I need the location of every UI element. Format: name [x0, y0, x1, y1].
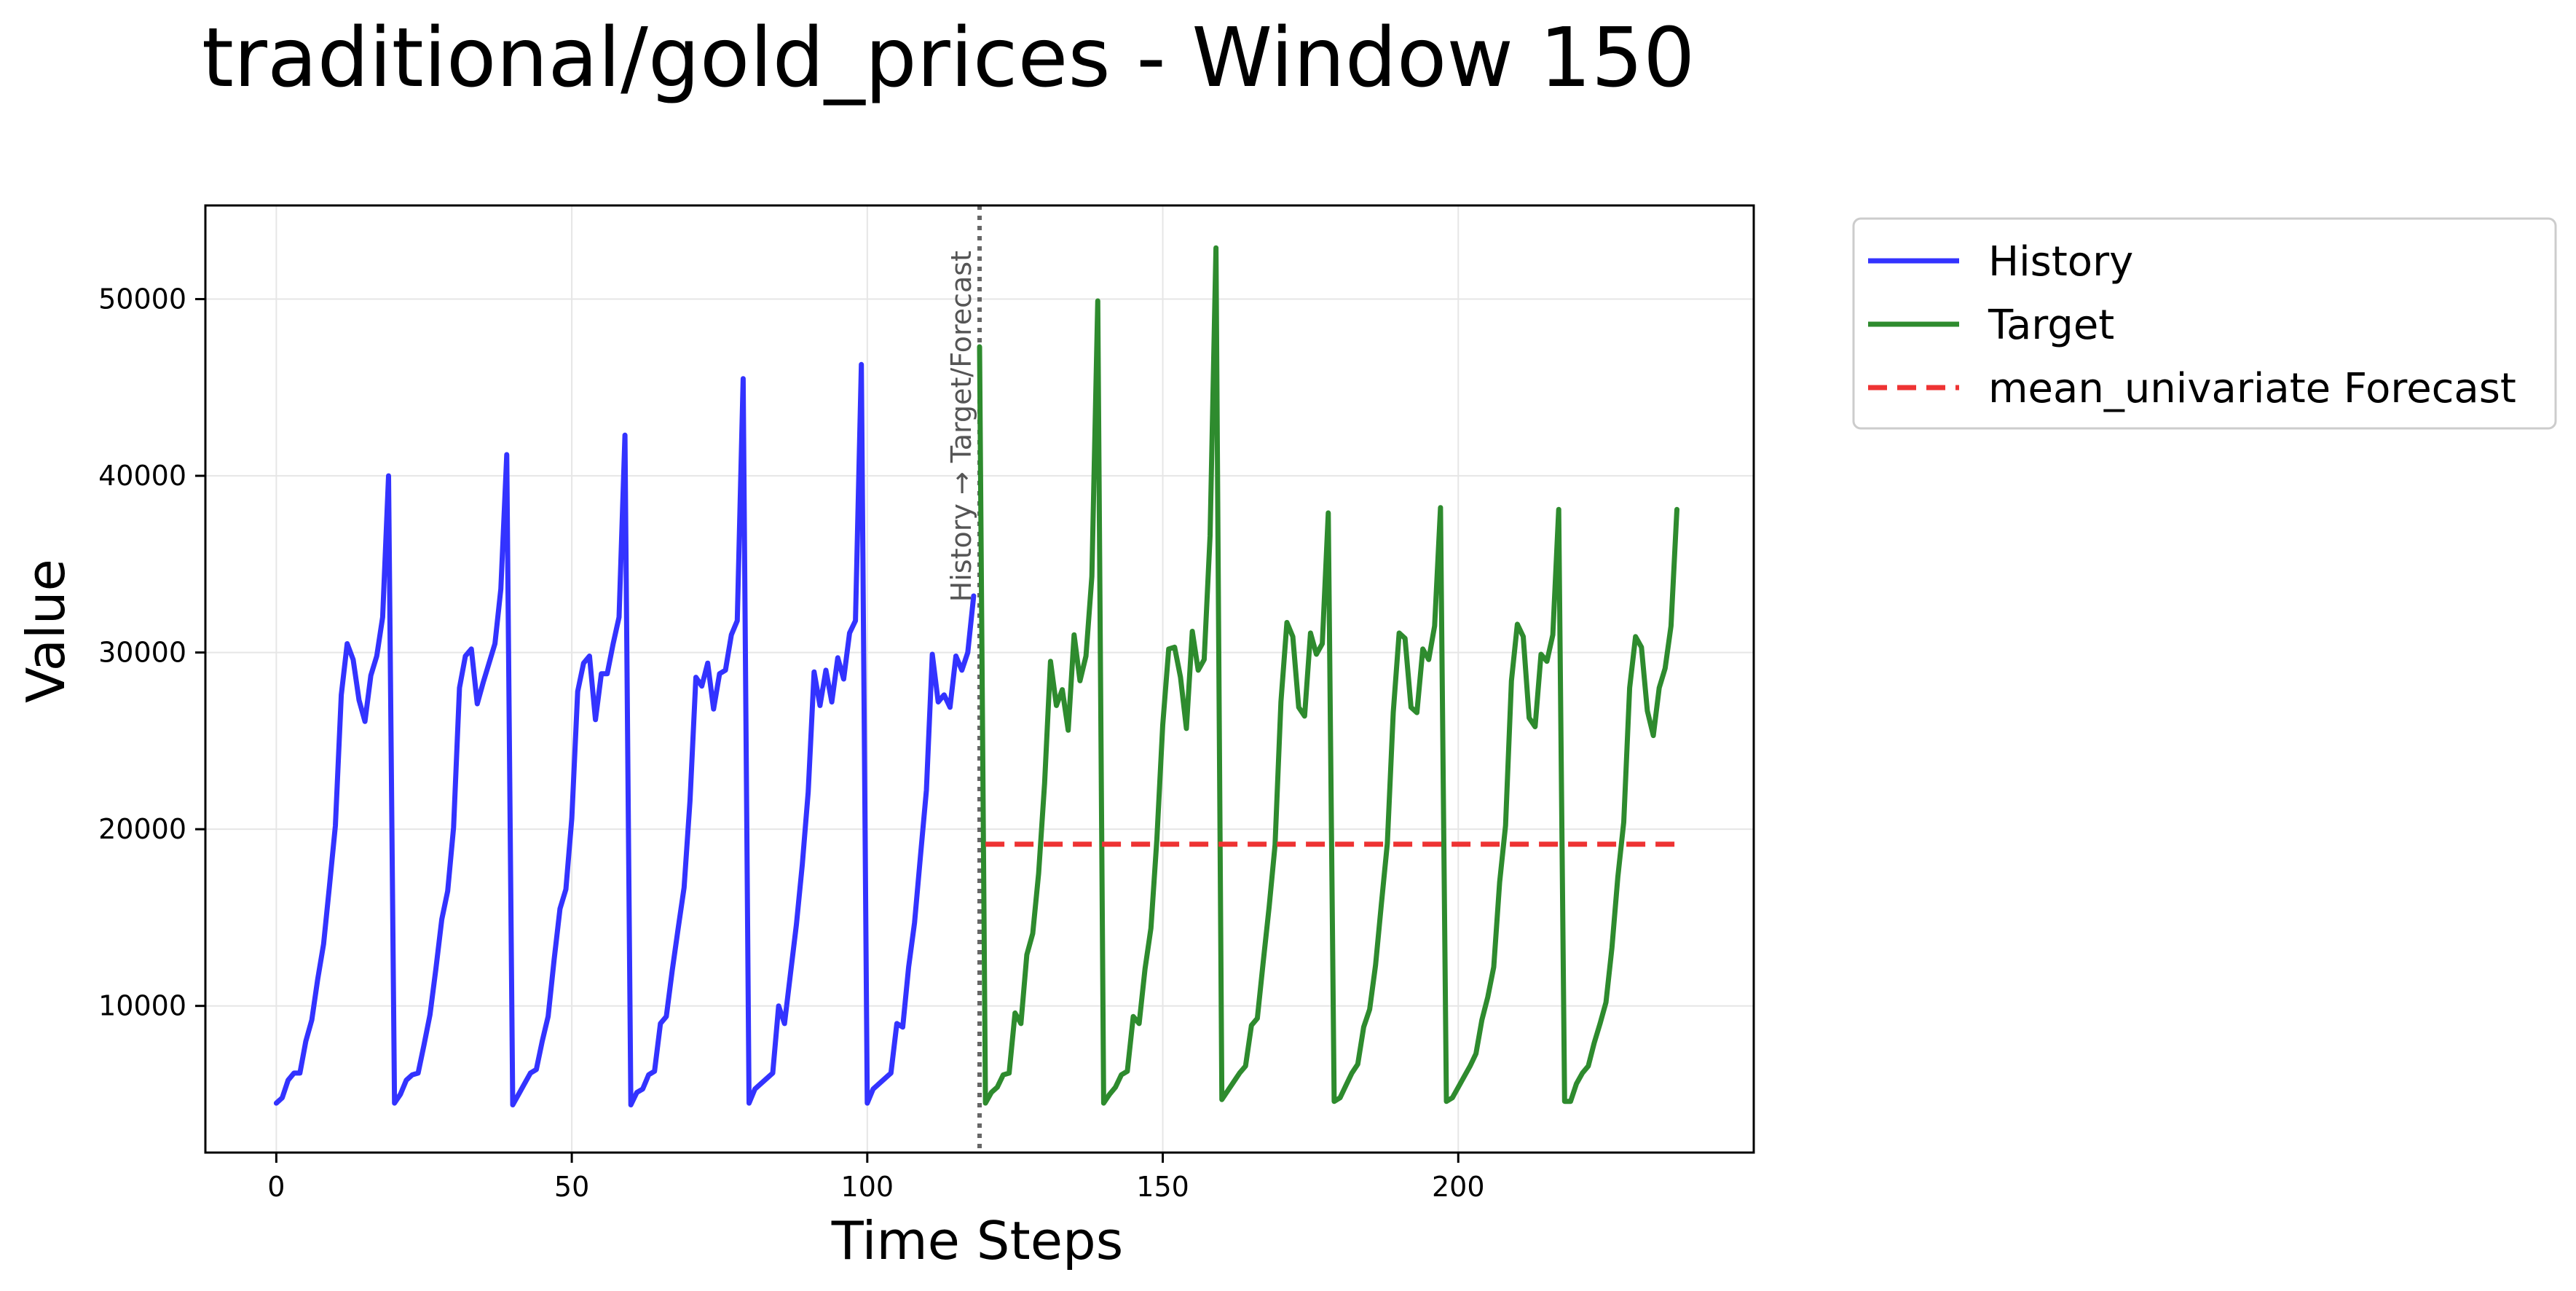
y-tick-label: 40000: [98, 460, 186, 492]
legend-label: Target: [1988, 302, 2114, 349]
series-line-target: [977, 245, 1679, 1106]
y-tick-label: 20000: [98, 813, 186, 845]
series-layer: [273, 245, 1679, 1107]
x-tick-label: 50: [554, 1171, 589, 1203]
legend-label: mean_univariate Forecast: [1988, 365, 2516, 412]
x-tick-label: 0: [267, 1171, 285, 1203]
x-tick-label: 150: [1136, 1171, 1189, 1203]
chart-title: traditional/gold_prices - Window 150: [202, 11, 1695, 106]
legend-label: History: [1988, 238, 2133, 286]
series-line-history: [273, 361, 977, 1107]
y-tick-label: 50000: [98, 283, 186, 315]
history-target-divider: History → Target/Forecast: [945, 205, 982, 1153]
divider-label: History → Target/Forecast: [945, 251, 977, 602]
y-tick-label: 30000: [98, 637, 186, 669]
legend-frame: [1852, 217, 2557, 430]
x-tick-label: 100: [841, 1171, 894, 1203]
legend: History Target mean_univariate Forecast: [1852, 217, 2557, 430]
plot-area-frame: [204, 204, 1755, 1154]
x-axis-label: Time Steps: [831, 1210, 1124, 1271]
y-axis-label: Value: [15, 559, 76, 703]
y-tick-label: 10000: [98, 990, 186, 1022]
axis-ticks: 0 50 100 150 200 10000 20000 30000 40000 50000: [98, 283, 1484, 1203]
x-tick-label: 200: [1432, 1171, 1485, 1203]
